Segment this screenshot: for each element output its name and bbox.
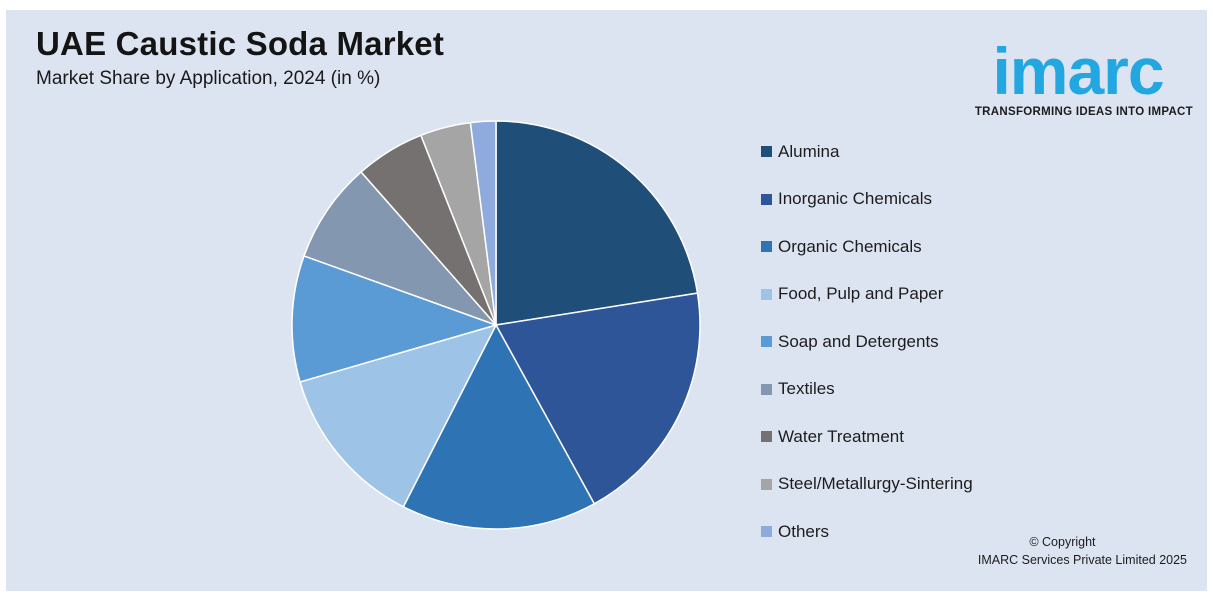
- chart-frame: UAE Caustic Soda Market Market Share by …: [6, 10, 1207, 591]
- copyright-notice: © Copyright IMARC Services Private Limit…: [978, 533, 1187, 569]
- legend-swatch: [761, 241, 772, 253]
- legend-label: Steel/Metallurgy-Sintering: [778, 474, 973, 494]
- legend-item: Textiles: [761, 366, 1061, 414]
- copyright-line-2: IMARC Services Private Limited 2025: [977, 553, 1187, 567]
- pie-slice-soap-and-detergents: [291, 254, 499, 383]
- legend-swatch: [761, 431, 772, 443]
- legend-swatch: [761, 288, 772, 300]
- legend-label: Organic Chemicals: [778, 236, 922, 256]
- pie-slice-alumina: [495, 120, 699, 326]
- legend-item: Inorganic Chemicals: [761, 176, 1061, 224]
- legend-label: Water Treatment: [778, 426, 904, 446]
- legend-swatch: [761, 383, 772, 395]
- legend-item: Others: [761, 508, 1061, 556]
- legend-swatch: [761, 146, 772, 158]
- pie-slice-textiles: [303, 170, 497, 326]
- chart-legend: Alumina Inorganic Chemicals Organic Chemic…: [761, 128, 1061, 556]
- legend-item: Soap and Detergents: [761, 318, 1061, 366]
- legend-swatch: [761, 193, 772, 205]
- legend-item: Food, Pulp and Paper: [761, 271, 1061, 319]
- legend-item: Alumina: [761, 128, 1061, 176]
- legend-swatch: [761, 336, 772, 348]
- legend-label: Food, Pulp and Paper: [778, 284, 944, 304]
- imarc-logo: imarc TRANSFORMING IDEAS INTO IMPACT: [963, 22, 1193, 122]
- legend-label: Textiles: [778, 379, 835, 399]
- logo-tagline: TRANSFORMING IDEAS INTO IMPACT: [974, 106, 1193, 118]
- chart-title: UAE Caustic Soda Market: [36, 25, 445, 62]
- pie-slice-others: [469, 120, 497, 326]
- legend-item: Water Treatment: [761, 413, 1061, 461]
- pie-slice-organic-chemicals: [402, 323, 596, 530]
- copyright-line-1: © Copyright: [1029, 535, 1096, 549]
- chart-subtitle: Market Share by Application, 2024 (in %): [36, 68, 381, 89]
- legend-label: Soap and Detergents: [778, 331, 939, 351]
- legend-swatch: [761, 526, 772, 538]
- legend-label: Others: [778, 521, 830, 541]
- pie-slice-inorganic-chemicals: [494, 292, 701, 505]
- legend-item: Steel/Metallurgy-Sintering: [761, 461, 1061, 509]
- legend-label: Alumina: [778, 141, 840, 161]
- legend-label: Inorganic Chemicals: [778, 189, 933, 209]
- pie-chart: [291, 120, 701, 530]
- pie-slice-food-pulp-and-paper: [299, 323, 498, 508]
- legend-item: Organic Chemicals: [761, 223, 1061, 271]
- logo-wordmark: imarc: [992, 34, 1164, 108]
- legend-swatch: [761, 478, 772, 490]
